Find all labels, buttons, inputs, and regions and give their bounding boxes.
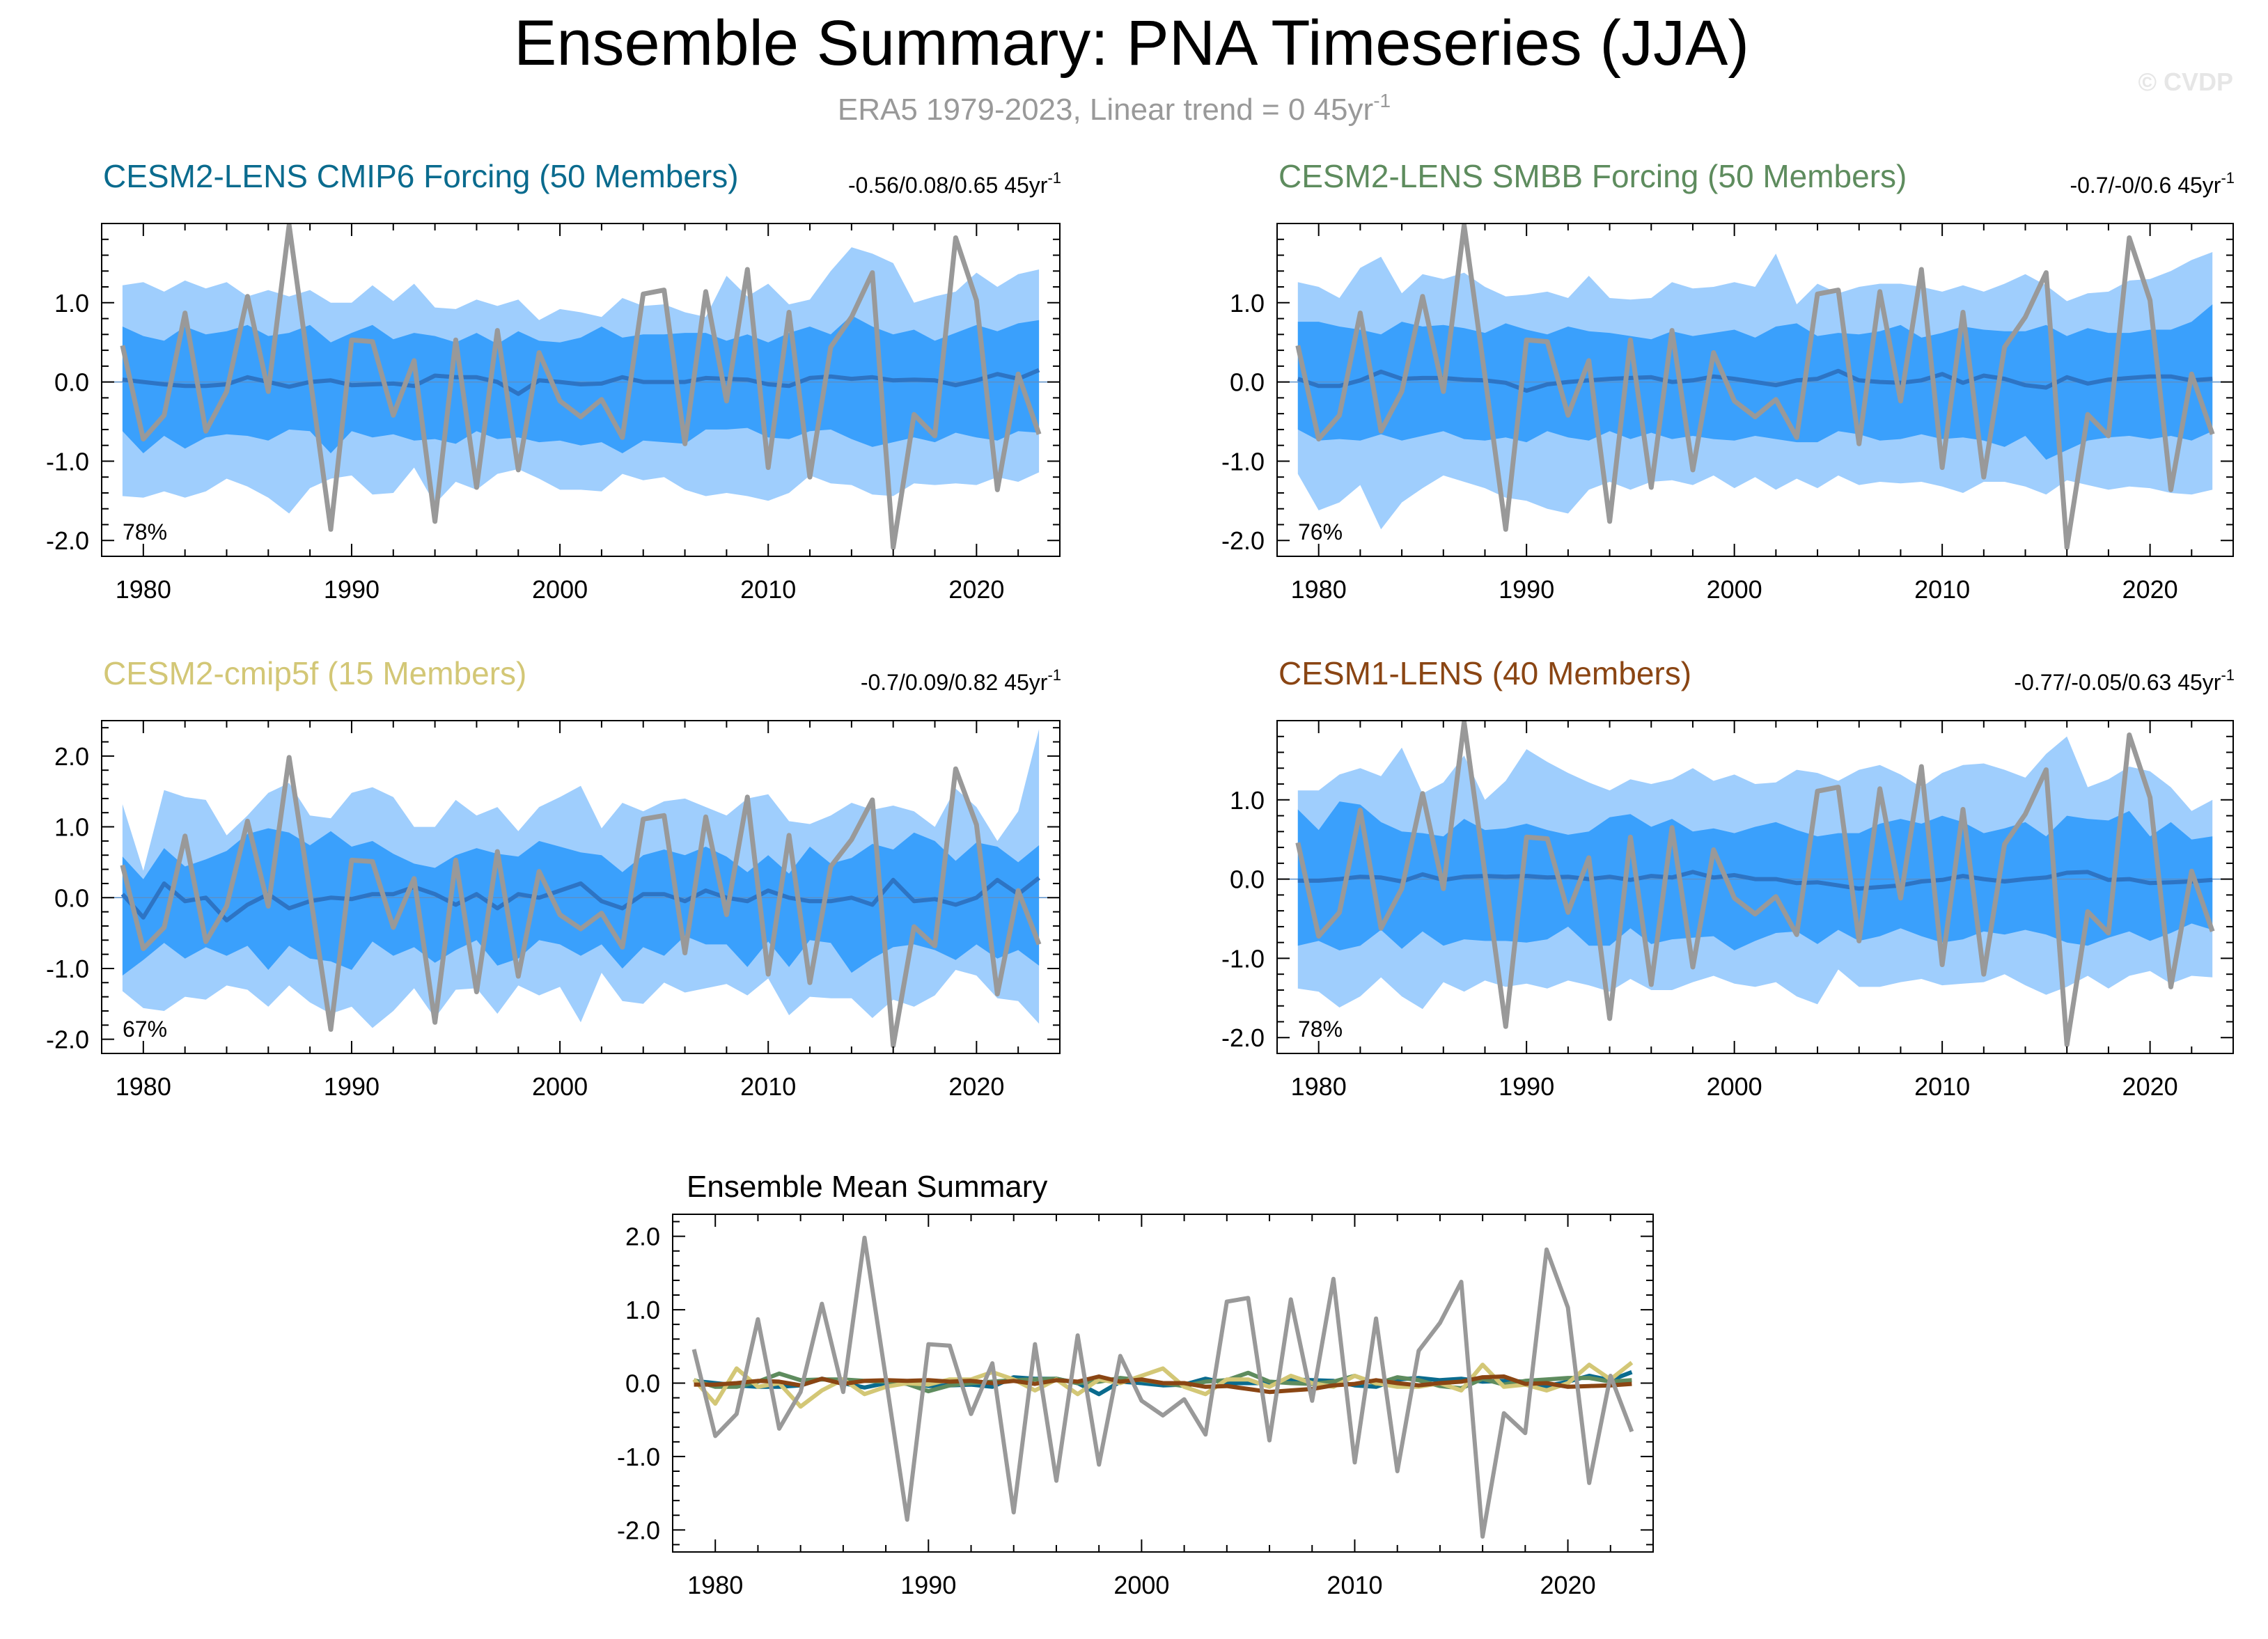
x-tick-label: 1990 <box>900 1571 956 1599</box>
x-tick-label: 1990 <box>324 1072 380 1101</box>
y-tick-label: -2.0 <box>46 526 89 555</box>
y-tick-label: -2.0 <box>617 1516 660 1544</box>
y-tick-label: -1.0 <box>1221 944 1265 973</box>
percent-label: 76% <box>1298 519 1343 544</box>
ensemble-mean-line <box>122 368 1040 396</box>
y-tick-label: -2.0 <box>1221 526 1265 555</box>
y-tick-label: -2.0 <box>1221 1024 1265 1052</box>
y-tick-label: 0.0 <box>54 884 89 912</box>
percent-label: 67% <box>123 1017 167 1042</box>
plot-area <box>1277 224 2233 550</box>
x-tick-label: 2020 <box>2122 1072 2178 1101</box>
y-tick-label: 0.0 <box>1230 368 1265 397</box>
trend-label: -0.7/-0/0.6 45yr-1 <box>2070 169 2235 198</box>
ensemble-mean-line <box>120 876 1040 923</box>
x-tick-label: 2000 <box>532 1072 588 1101</box>
series-line <box>694 1374 1632 1395</box>
figure-subtitle: ERA5 1979-2023, Linear trend = 0 45yr-1 <box>838 90 1391 127</box>
observations-line <box>691 1235 1634 1539</box>
y-tick-label: 2.0 <box>54 742 89 771</box>
trend-label: -0.56/0.08/0.65 45yr-1 <box>848 169 1061 198</box>
y-tick-label: -2.0 <box>46 1026 89 1054</box>
watermark: © CVDP <box>2138 68 2233 96</box>
trend-label: -0.7/0.09/0.82 45yr-1 <box>861 666 1061 695</box>
panel-cesm2-cmip5f: CESM2-cmip5f (15 Members) -0.7/0.09/0.82 … <box>46 655 1061 1101</box>
x-tick-label: 2020 <box>2122 575 2178 604</box>
percent-label: 78% <box>123 519 167 544</box>
x-tick-label: 2010 <box>740 575 796 604</box>
observations-line <box>1295 224 2215 550</box>
x-tick-label: 1980 <box>1291 575 1347 604</box>
figure-title: Ensemble Summary: PNA Timeseries (JJA) <box>514 8 1749 79</box>
x-tick-label: 2020 <box>948 1072 1004 1101</box>
x-tick-label: 1990 <box>324 575 380 604</box>
y-tick-label: 0.0 <box>1230 865 1265 894</box>
panel-cesm2-lens-cmip6: CESM2-LENS CMIP6 Forcing (50 Members) -0.… <box>46 158 1061 604</box>
percent-label: 78% <box>1298 1017 1343 1042</box>
panel-ensemble-mean-summary: Ensemble Mean Summary 1980 1990 2000 2010 202… <box>617 1170 1654 1599</box>
y-tick-label: 1.0 <box>625 1296 660 1324</box>
x-tick-label: 2000 <box>532 575 588 604</box>
plot-area <box>102 224 1060 550</box>
x-tick-label: 1980 <box>116 575 171 604</box>
x-tick-label: 2020 <box>1540 1571 1596 1599</box>
plot-area <box>691 1235 1634 1539</box>
subtitle-sup: -1 <box>1373 90 1391 111</box>
panel-title: CESM2-LENS CMIP6 Forcing (50 Members) <box>103 158 739 194</box>
subtitle-text: ERA5 1979-2023, Linear trend = 0 45yr <box>838 93 1373 127</box>
y-tick-label: -1.0 <box>46 955 89 983</box>
plot-frame <box>101 720 1061 1054</box>
y-tick-label: 2.0 <box>625 1223 660 1251</box>
panel-cesm2-lens-smbb: CESM2-LENS SMBB Forcing (50 Members) -0.7… <box>1221 158 2235 604</box>
panel-title: Ensemble Mean Summary <box>687 1170 1047 1204</box>
x-tick-label: 1980 <box>687 1571 743 1599</box>
x-tick-label: 2010 <box>1914 1072 1970 1101</box>
x-tick-label: 1980 <box>116 1072 171 1101</box>
observations-line <box>1295 721 2215 1047</box>
x-tick-label: 2000 <box>1707 575 1762 604</box>
y-tick-label: -1.0 <box>617 1443 660 1471</box>
plot-area <box>102 729 1060 1049</box>
ensemble-mean-line <box>1297 870 2213 891</box>
y-tick-label: 1.0 <box>1230 289 1265 317</box>
x-tick-label: 2010 <box>1327 1571 1382 1599</box>
y-tick-label: 1.0 <box>54 813 89 842</box>
x-tick-label: 2000 <box>1707 1072 1762 1101</box>
trend-label: -0.77/-0.05/0.63 45yr-1 <box>2014 666 2235 695</box>
plot-frame <box>1276 223 2234 557</box>
plot-area <box>1277 721 2233 1047</box>
panel-cesm1-lens: CESM1-LENS (40 Members) -0.77/-0.05/0.63 … <box>1221 655 2235 1101</box>
x-tick-label: 2000 <box>1113 1571 1169 1599</box>
panel-title: CESM2-LENS SMBB Forcing (50 Members) <box>1278 158 1907 194</box>
x-tick-label: 1990 <box>1499 1072 1554 1101</box>
x-tick-label: 2010 <box>1914 575 1970 604</box>
ensemble-mean-line <box>1297 368 2213 393</box>
observations-line <box>120 755 1042 1049</box>
y-tick-label: 1.0 <box>1230 786 1265 815</box>
y-tick-label: 0.0 <box>625 1370 660 1398</box>
panel-title: CESM1-LENS (40 Members) <box>1278 655 1691 691</box>
x-tick-label: 1980 <box>1291 1072 1347 1101</box>
observations-line <box>120 224 1042 550</box>
y-tick-label: -1.0 <box>1221 447 1265 476</box>
plot-frame <box>101 223 1061 557</box>
y-tick-label: -1.0 <box>46 447 89 476</box>
panel-title: CESM2-cmip5f (15 Members) <box>103 655 526 691</box>
plot-frame <box>1276 720 2234 1054</box>
y-tick-label: 0.0 <box>54 368 89 397</box>
x-tick-label: 2010 <box>740 1072 796 1101</box>
x-tick-label: 2020 <box>948 575 1004 604</box>
y-tick-label: 1.0 <box>54 289 89 317</box>
x-tick-label: 1990 <box>1499 575 1554 604</box>
